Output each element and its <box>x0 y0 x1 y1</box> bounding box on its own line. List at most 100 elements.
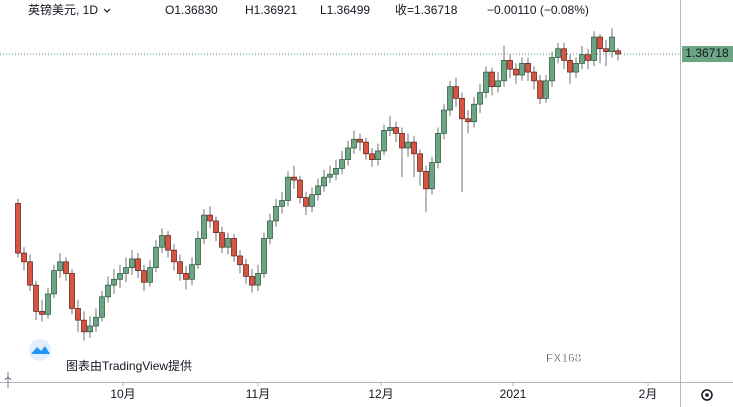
candle-body <box>69 273 75 309</box>
candle-body <box>33 284 39 312</box>
candle-body <box>141 270 147 283</box>
tradingview-logo <box>29 339 51 361</box>
candle-body <box>549 57 555 82</box>
candle-body <box>591 36 597 61</box>
candle-body <box>171 249 177 263</box>
candle-body <box>123 267 129 274</box>
ohlc-header: O1.36830 H1.36921 L1.36499 收=1.36718 −0.0011… <box>165 3 589 17</box>
candle-body <box>159 235 165 248</box>
x-tick-label: 2021 <box>500 387 527 401</box>
candle-body <box>243 264 249 277</box>
candle-body <box>525 62 531 73</box>
candle-body <box>195 238 201 266</box>
symbol-title[interactable]: 英镑美元, 1D <box>28 2 98 17</box>
settings-gear[interactable] <box>701 389 713 401</box>
candle-body <box>363 141 369 155</box>
candle-body <box>303 197 309 207</box>
x-tick-label: 12月 <box>368 387 393 401</box>
ohlc-value: −0.00110 (−0.08%) <box>487 3 589 17</box>
candle-body <box>339 159 345 169</box>
candle-body <box>99 296 105 318</box>
candle-body <box>447 86 453 111</box>
candle-body <box>213 220 219 233</box>
ohlc-value: 收=1.36718 <box>395 3 458 17</box>
candle-body <box>483 71 489 93</box>
plot-area <box>0 28 680 341</box>
x-tick-label: 10月 <box>110 387 135 401</box>
candle-body <box>579 54 585 64</box>
candle-body <box>153 246 159 268</box>
candle-body <box>477 92 483 105</box>
candle-body <box>105 284 111 298</box>
ohlc-value: O1.36830 <box>165 3 218 17</box>
candle-body <box>375 150 381 160</box>
candle-body <box>543 80 549 99</box>
candle-body <box>237 255 243 266</box>
candle-body <box>315 185 321 196</box>
candle-body <box>351 138 357 149</box>
candle-body <box>135 258 141 271</box>
candle-body <box>501 60 507 82</box>
candle-body <box>177 261 183 274</box>
candle-body <box>249 276 255 286</box>
candle-body <box>399 133 405 149</box>
candle-body <box>15 203 21 254</box>
x-tick-label: 11月 <box>246 387 270 401</box>
candle-body <box>411 141 417 155</box>
candle-body <box>513 68 519 76</box>
candle-body <box>165 235 171 251</box>
candle-body <box>321 176 327 187</box>
candle-body <box>75 308 81 321</box>
candle-body <box>87 325 93 333</box>
candle-body <box>429 162 435 190</box>
candle-body <box>561 48 567 61</box>
candle-body <box>441 109 447 134</box>
candle-body <box>93 316 99 327</box>
ohlc-value: H1.36921 <box>245 3 297 17</box>
candle-body <box>189 264 195 280</box>
candle-body <box>129 258 135 268</box>
candle-body <box>489 71 495 88</box>
candle-body <box>531 71 537 82</box>
candle-body <box>327 173 333 178</box>
candle-body <box>207 214 213 222</box>
x-tick-label: 2月 <box>639 387 658 401</box>
candle-body <box>201 214 207 239</box>
candle-body <box>597 36 603 50</box>
candle-body <box>231 238 237 257</box>
candle-body <box>297 179 303 198</box>
candle-body <box>459 98 465 120</box>
candle-body <box>261 238 267 274</box>
candle-body <box>369 153 375 160</box>
candle-body <box>27 261 33 286</box>
candle-body <box>111 278 117 286</box>
candle-body <box>45 293 51 315</box>
ohlc-value: L1.36499 <box>320 3 370 17</box>
candle-body <box>255 273 261 286</box>
candle-body <box>309 194 315 207</box>
candle-body <box>39 311 45 315</box>
candle-body <box>471 103 477 123</box>
watermark: 图表由TradingView提供 <box>66 358 192 373</box>
candle-body <box>519 62 525 76</box>
candle-body <box>381 130 387 152</box>
chevron[interactable] <box>103 8 111 13</box>
candle-body <box>537 80 543 99</box>
candle-body <box>357 138 363 143</box>
candle-body <box>609 36 615 53</box>
candle-body <box>603 48 609 53</box>
candle-body <box>273 205 279 222</box>
last-price-box <box>682 46 733 63</box>
candle-body <box>423 170 429 190</box>
candle-body <box>285 176 291 201</box>
candle-body <box>405 141 411 149</box>
candle-body <box>573 62 579 73</box>
candle-body <box>291 176 297 181</box>
candle-body <box>51 270 57 295</box>
scroll-handle[interactable] <box>4 372 12 388</box>
candle-body <box>225 238 231 248</box>
candle-body <box>507 60 513 70</box>
candle-body <box>333 168 339 175</box>
last-price-label: 1.36718 <box>685 46 729 60</box>
